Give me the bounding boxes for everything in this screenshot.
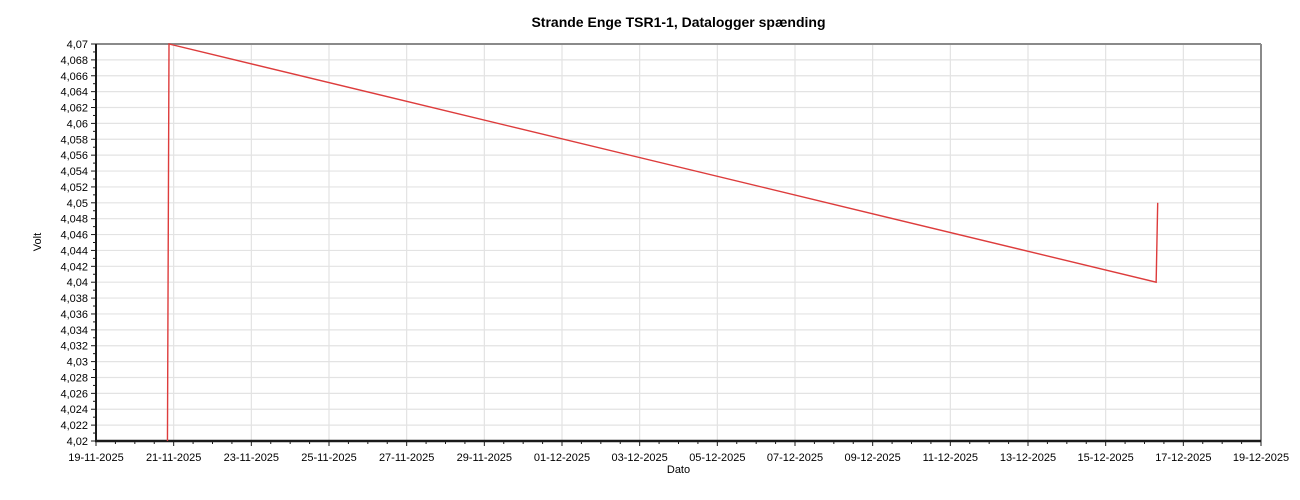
svg-text:4,024: 4,024 (60, 404, 88, 416)
svg-text:4,07: 4,07 (67, 39, 88, 51)
svg-text:11-12-2025: 11-12-2025 (923, 452, 978, 464)
svg-text:15-12-2025: 15-12-2025 (1078, 452, 1134, 464)
svg-text:4,046: 4,046 (60, 230, 88, 242)
svg-text:21-11-2025: 21-11-2025 (146, 452, 201, 464)
y-tick-labels: 4,07 4,068 4,066 4,064 4,062 4,06 4,058 4,056 4,… (60, 39, 88, 448)
svg-text:19-12-2025: 19-12-2025 (1233, 452, 1289, 464)
svg-text:4,042: 4,042 (60, 261, 88, 273)
svg-text:4,066: 4,066 (60, 71, 88, 83)
y-gridlines (96, 59, 1261, 426)
svg-text:4,052: 4,052 (60, 182, 88, 194)
svg-text:4,054: 4,054 (60, 166, 88, 178)
svg-text:4,05: 4,05 (67, 198, 88, 210)
svg-text:17-12-2025: 17-12-2025 (1155, 452, 1211, 464)
svg-text:13-12-2025: 13-12-2025 (1000, 452, 1056, 464)
svg-text:4,03: 4,03 (67, 357, 88, 369)
svg-text:4,068: 4,068 (60, 55, 88, 67)
svg-text:4,044: 4,044 (60, 245, 88, 257)
svg-text:09-12-2025: 09-12-2025 (845, 452, 901, 464)
axes (95, 44, 1261, 443)
data-line (166, 43, 1159, 442)
svg-text:4,022: 4,022 (60, 420, 88, 432)
svg-text:4,06: 4,06 (67, 118, 88, 130)
svg-text:25-11-2025: 25-11-2025 (301, 452, 356, 464)
svg-text:07-12-2025: 07-12-2025 (767, 452, 823, 464)
svg-text:4,048: 4,048 (60, 214, 88, 226)
svg-text:4,038: 4,038 (60, 293, 88, 305)
svg-text:4,026: 4,026 (60, 388, 88, 400)
chart-title: Strande Enge TSR1-1, Datalogger spænding (531, 14, 826, 30)
svg-text:01-12-2025: 01-12-2025 (534, 452, 590, 464)
svg-text:4,064: 4,064 (60, 87, 88, 99)
svg-text:4,062: 4,062 (60, 103, 88, 115)
svg-text:4,04: 4,04 (67, 277, 88, 289)
svg-text:05-12-2025: 05-12-2025 (689, 452, 745, 464)
x-axis-title: Dato (666, 464, 691, 476)
svg-text:4,034: 4,034 (60, 325, 88, 337)
x-tick-labels: 19-11-2025 21-11-2025 23-11-2025 25-11-2025… (68, 452, 1289, 464)
svg-text:4,028: 4,028 (60, 372, 88, 384)
svg-text:23-11-2025: 23-11-2025 (224, 452, 279, 464)
svg-text:19-11-2025: 19-11-2025 (68, 452, 123, 464)
svg-text:29-11-2025: 29-11-2025 (457, 452, 512, 464)
plot-frame (96, 43, 1262, 441)
svg-text:4,056: 4,056 (60, 150, 88, 162)
x-gridlines (173, 44, 1184, 441)
svg-text:27-11-2025: 27-11-2025 (379, 452, 434, 464)
svg-text:4,058: 4,058 (60, 134, 88, 146)
svg-text:4,036: 4,036 (60, 309, 88, 321)
svg-text:03-12-2025: 03-12-2025 (612, 452, 668, 464)
svg-text:4,032: 4,032 (60, 341, 88, 353)
svg-text:4,02: 4,02 (67, 436, 88, 448)
